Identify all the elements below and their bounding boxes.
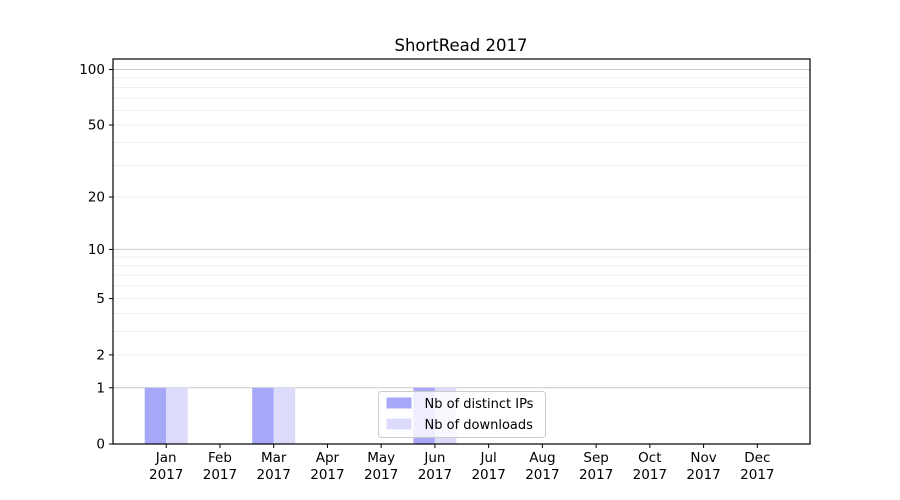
y-tick-label: 10 xyxy=(88,242,105,258)
x-tick-label: Apr 2017 xyxy=(310,450,344,483)
bar-jan-series1 xyxy=(166,387,188,444)
y-tick-label: 20 xyxy=(88,189,105,205)
legend-label-series1: Nb of downloads xyxy=(425,418,534,433)
x-tick-label: Oct 2017 xyxy=(633,450,667,483)
x-tick-label: Jun 2017 xyxy=(418,450,452,483)
y-tick-label: 2 xyxy=(96,347,105,363)
y-tick-label: 0 xyxy=(96,437,105,453)
bar-mar-series1 xyxy=(273,387,296,444)
x-tick-label: Dec 2017 xyxy=(740,450,774,483)
x-tick-label: Mar 2017 xyxy=(257,450,291,483)
bar-jan-series0 xyxy=(144,387,167,444)
y-tick-label: 100 xyxy=(79,62,105,78)
x-tick-label: May 2017 xyxy=(364,450,398,483)
y-tick-label: 50 xyxy=(88,117,105,133)
x-tick-label: Sep 2017 xyxy=(579,450,613,483)
bar-mar-series0 xyxy=(252,387,274,444)
legend-swatch-series0 xyxy=(386,397,412,409)
chart-title: ShortRead 2017 xyxy=(395,36,528,55)
x-tick-label: Jul 2017 xyxy=(471,450,505,483)
legend-swatch-series1 xyxy=(386,418,412,430)
y-tick-label: 1 xyxy=(96,380,105,396)
y-tick-label: 5 xyxy=(96,291,105,307)
x-tick-label: Nov 2017 xyxy=(686,450,720,483)
legend-box xyxy=(378,391,546,438)
x-tick-label: Feb 2017 xyxy=(203,450,237,483)
legend-label-series0: Nb of distinct IPs xyxy=(425,397,534,412)
x-tick-label: Aug 2017 xyxy=(525,450,559,483)
chart-layers: 0 1 2 5 10 20 50 100 Jan 2017 Feb 2017 Mar 2017 Apr 201… xyxy=(79,58,811,483)
x-tick-label: Jan 2017 xyxy=(149,450,183,483)
plot-frame xyxy=(112,58,811,445)
